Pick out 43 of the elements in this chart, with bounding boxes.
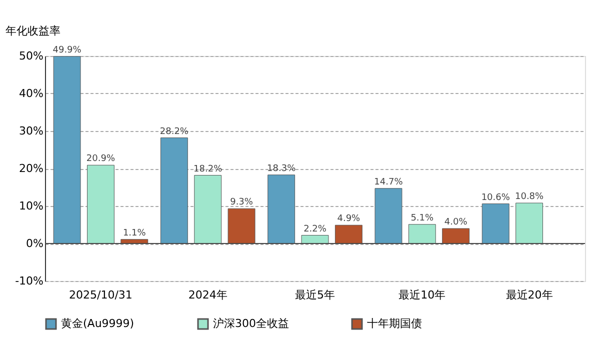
x-tick-label: 2024年 (188, 288, 228, 302)
data-label: 9.3% (230, 198, 254, 208)
x-tick-label: 最近10年 (398, 288, 446, 302)
y-tick-label: 10% (19, 200, 44, 212)
data-label: 18.2% (194, 164, 223, 174)
data-label: 2.2% (304, 224, 327, 234)
bar (334, 224, 362, 244)
legend-label: 十年期国债 (367, 317, 422, 330)
data-label: 4.9% (337, 214, 361, 224)
bar (194, 175, 222, 244)
data-label: 4.0% (444, 218, 468, 228)
y-tick-label: 30% (19, 124, 44, 138)
bar (374, 188, 402, 244)
y-axis-title: 年化收益率 (6, 24, 60, 38)
y-tick-label: -10% (15, 274, 44, 288)
bar (53, 56, 81, 244)
x-tick-label: 最近5年 (295, 288, 335, 302)
y-tick-label: 0% (26, 237, 44, 250)
y-tick-label: 40% (19, 87, 44, 100)
data-label: 28.2% (160, 126, 189, 137)
bar (442, 228, 470, 244)
bar (160, 138, 188, 244)
bar (86, 164, 114, 244)
legend-label: 沪深300全收益 (213, 317, 289, 330)
data-label: 18.3% (267, 164, 296, 174)
data-label: 5.1% (410, 213, 434, 224)
data-label: 49.9% (52, 45, 82, 56)
data-label: 1.1% (122, 228, 146, 238)
data-label: 10.8% (514, 192, 544, 202)
x-tick-label: 2025/10/31 (69, 288, 132, 302)
bar (268, 174, 296, 244)
bar (516, 202, 544, 244)
data-label: 20.9% (86, 154, 116, 164)
bar (301, 235, 329, 244)
y-tick-label: 50% (19, 50, 44, 62)
bar (482, 204, 510, 244)
data-label: 14.7% (374, 177, 404, 188)
x-tick-label: 最近20年 (506, 288, 553, 302)
legend-label: 黄金(Au9999) (61, 317, 134, 330)
bar (228, 208, 256, 244)
data-label: 10.6% (481, 192, 510, 203)
y-tick-label: 20% (19, 162, 44, 175)
bar (408, 224, 436, 244)
